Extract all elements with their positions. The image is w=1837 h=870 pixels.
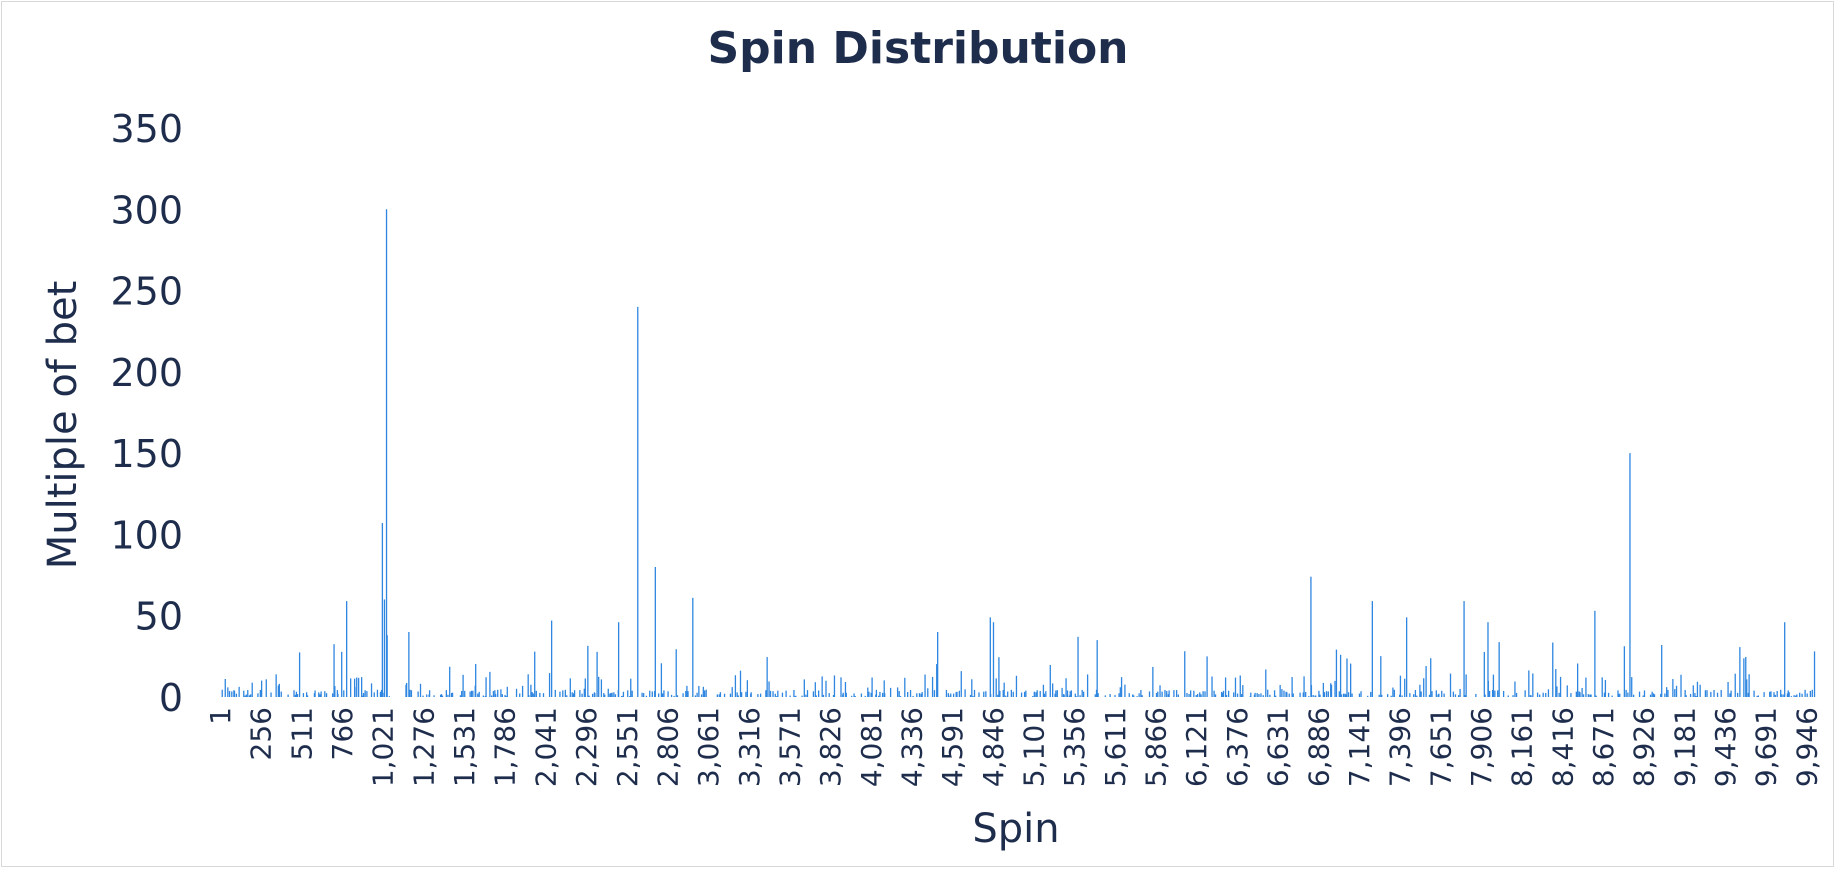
x-tick-label: 2,041 [529, 707, 562, 787]
y-tick-label: 250 [110, 270, 183, 314]
x-tick-label: 9,181 [1668, 707, 1701, 787]
x-tick-label: 1 [204, 707, 237, 725]
x-tick-label: 766 [326, 707, 359, 760]
x-axis-label: Spin [972, 806, 1059, 852]
x-tick-label: 8,671 [1587, 707, 1620, 787]
y-tick-label: 350 [110, 107, 183, 151]
x-tick-label: 2,551 [611, 707, 644, 787]
x-tick-label: 7,906 [1465, 707, 1498, 787]
x-tick-label: 7,396 [1384, 707, 1417, 787]
x-tick-label: 6,376 [1221, 707, 1254, 787]
x-tick-label: 1,531 [448, 707, 481, 787]
y-tick-label: 100 [110, 513, 183, 557]
chart-title: Spin Distribution [707, 23, 1128, 74]
x-tick-label: 6,886 [1302, 707, 1335, 787]
x-tick-label: 8,416 [1546, 707, 1579, 787]
x-axis-ticks: 1 256 511 766 1,021 1,276 1,531 1,786 2,041 2,296… [204, 707, 1823, 787]
x-tick-label: 3,826 [814, 707, 847, 787]
x-tick-label: 4,591 [936, 707, 969, 787]
x-tick-label: 2,806 [651, 707, 684, 787]
x-tick-label: 2,296 [570, 707, 603, 787]
x-tick-label: 3,061 [692, 707, 725, 787]
x-tick-label: 3,571 [773, 707, 806, 787]
x-tick-label: 511 [285, 707, 318, 760]
x-tick-label: 4,081 [855, 707, 888, 787]
y-tick-label: 200 [110, 351, 183, 395]
x-tick-label: 6,631 [1262, 707, 1295, 787]
x-tick-label: 8,926 [1628, 707, 1661, 787]
x-tick-label: 4,846 [977, 707, 1010, 787]
y-tick-label: 300 [110, 188, 183, 232]
y-tick-label: 0 [159, 676, 183, 720]
x-tick-label: 5,356 [1058, 707, 1091, 787]
y-tick-label: 150 [110, 432, 183, 476]
x-tick-label: 5,101 [1018, 707, 1051, 787]
x-tick-label: 1,786 [489, 707, 522, 787]
y-axis-ticks: 0 50 100 150 200 250 300 350 [110, 107, 183, 720]
y-axis-label: Multiple of bet [40, 281, 86, 570]
x-tick-label: 9,436 [1709, 707, 1742, 787]
x-tick-label: 3,316 [733, 707, 766, 787]
x-tick-label: 1,276 [407, 707, 440, 787]
x-tick-label: 9,691 [1750, 707, 1783, 787]
y-tick-label: 50 [135, 595, 183, 639]
x-tick-label: 5,611 [1099, 707, 1132, 787]
x-tick-label: 8,161 [1506, 707, 1539, 787]
x-tick-label: 7,651 [1424, 707, 1457, 787]
x-tick-label: 1,021 [367, 707, 400, 787]
bar-series [221, 209, 1816, 697]
x-tick-label: 256 [245, 707, 278, 760]
x-tick-label: 4,336 [896, 707, 929, 787]
x-tick-label: 6,121 [1180, 707, 1213, 787]
x-tick-label: 7,141 [1343, 707, 1376, 787]
x-tick-label: 9,946 [1790, 707, 1823, 787]
x-tick-label: 5,866 [1140, 707, 1173, 787]
